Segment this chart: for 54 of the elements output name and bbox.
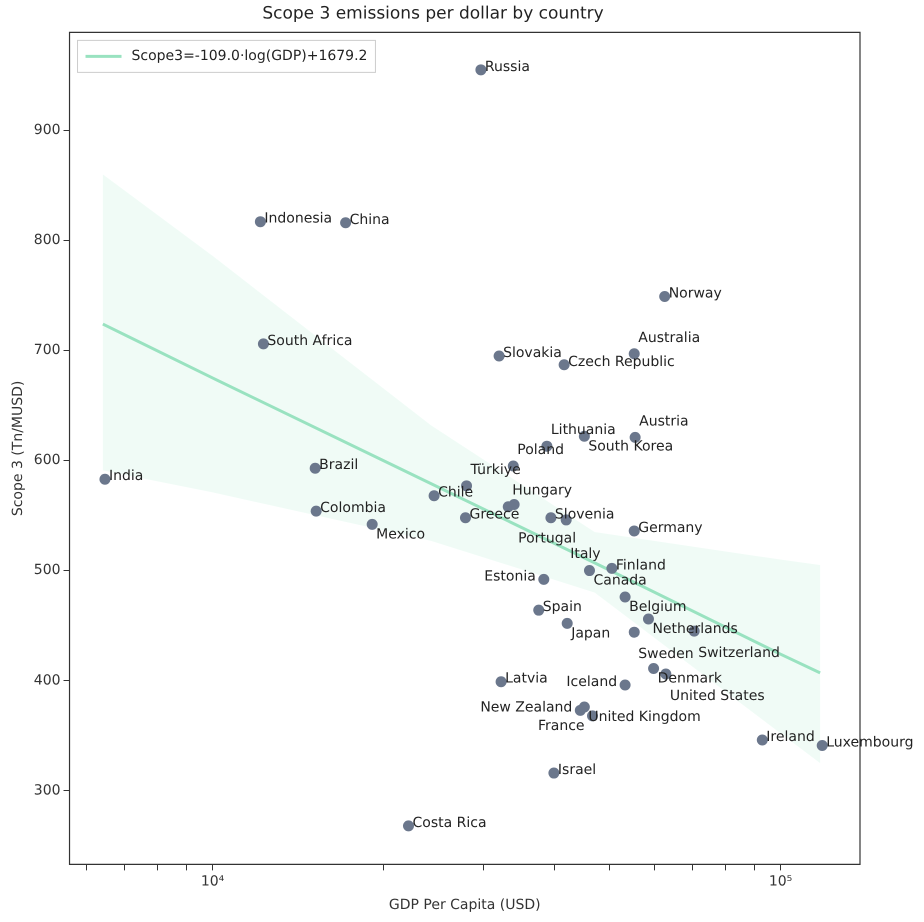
annotation: Austria [639,413,689,430]
annotation: India [108,468,144,484]
annotation: Iceland [566,674,618,690]
annotation: Costa Rica [412,814,487,831]
x-tick-label: 10⁴ [200,873,225,890]
legend-label: Scope3=-109.0·log(GDP)+1679.2 [132,48,368,64]
annotation: Spain [542,599,582,616]
annotation: France [538,718,585,734]
annotation: Hungary [512,482,572,499]
annotation: Lithuania [550,422,616,438]
y-tick-label: 900 [34,122,61,138]
x-axis-title: GDP Per Capita (USD) [388,897,541,914]
annotation: Mexico [376,526,426,542]
y-tick-label: 700 [34,342,61,358]
annotation: Israel [558,762,596,778]
annotation: Finland [616,557,666,574]
annotation: Germany [638,520,703,536]
annotation: Russia [484,58,530,75]
annotation: Sweden [638,646,694,662]
annotation: Canada [593,572,647,589]
annotation: South Africa [267,332,352,349]
annotation: Brazil [319,457,358,474]
y-tick-label: 800 [34,232,61,248]
annotation: Latvia [505,670,548,687]
annotation: New Zealand [480,699,572,716]
annotation: Switzerland [698,645,780,662]
annotation: South Korea [588,438,674,454]
annotation: Czech Republic [568,354,675,370]
annotation: Greece [469,506,520,523]
annotation: Slovakia [503,344,562,361]
annotation: Australia [638,330,700,346]
annotation: Slovenia [554,506,615,523]
annotation: China [350,212,390,228]
annotation: Indonesia [264,210,332,227]
y-tick-label: 500 [34,562,61,578]
chart-title: Scope 3 emissions per dollar by country [262,4,604,24]
annotation: Türkiye [470,462,521,478]
annotation: Denmark [658,670,723,687]
annotation: Italy [570,546,601,562]
x-tick-label: 10⁵ [768,873,792,890]
annotation: Chile [438,484,474,501]
y-tick-label: 600 [34,452,61,468]
annotation: Ireland [766,729,815,746]
annotation: Colombia [320,500,386,516]
annotation: Belgium [629,598,687,615]
y-tick-label: 300 [34,782,61,798]
y-tick-label: 400 [34,672,61,688]
y-axis-title: Scope 3 (Tn/MUSD) [10,380,26,516]
annotation: Poland [517,442,564,458]
annotation: Norway [668,286,722,302]
annotation: United States [670,688,765,704]
annotation: Estonia [484,568,536,584]
annotation: Portugal [518,530,576,547]
annotation: Japan [570,625,610,642]
